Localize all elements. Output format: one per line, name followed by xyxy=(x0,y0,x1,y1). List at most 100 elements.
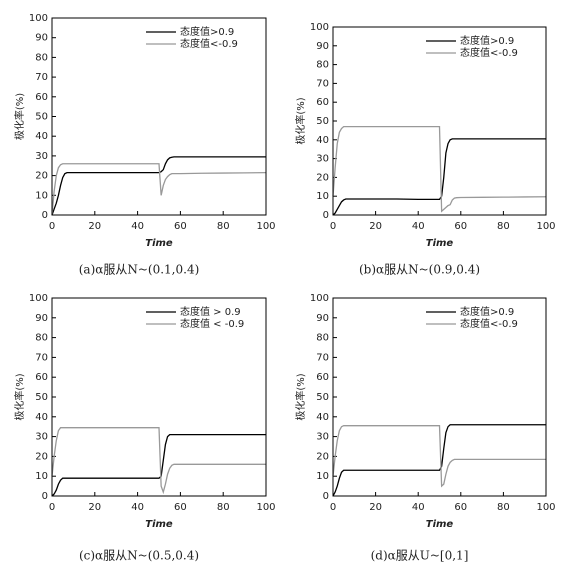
y-tick-label: 100 xyxy=(310,293,329,304)
caption: (d)α服从U~[0,1] xyxy=(371,549,469,563)
x-tick-label: 40 xyxy=(412,221,425,232)
plot-frame xyxy=(332,297,547,497)
x-axis-label: Time xyxy=(426,519,454,530)
y-axis-label: 极化率(%) xyxy=(13,373,26,420)
x-tick-label: 20 xyxy=(88,221,101,232)
y-tick-label: 80 xyxy=(35,333,48,344)
y-axis-label: 极化率(%) xyxy=(294,97,307,144)
series-line xyxy=(332,425,546,488)
x-tick-label: 100 xyxy=(256,502,275,513)
series-line xyxy=(51,427,266,495)
x-tick-label: 60 xyxy=(174,502,187,513)
caption: (a)α服从N~(0.1,0.4) xyxy=(79,263,200,277)
y-tick-label: 60 xyxy=(35,372,48,383)
y-tick-label: 60 xyxy=(316,372,329,383)
y-tick-label: 90 xyxy=(35,313,48,324)
y-tick-label: 10 xyxy=(35,471,48,482)
x-axis-label: Time xyxy=(145,238,173,249)
legend-label: 态度值<-0.9 xyxy=(180,37,238,50)
y-tick-label: 20 xyxy=(316,451,329,462)
y-tick-label: 30 xyxy=(35,151,48,162)
x-tick-label: 40 xyxy=(131,221,144,232)
x-tick-label: 100 xyxy=(256,221,275,232)
x-tick-label: 100 xyxy=(536,221,555,232)
legend-label: 态度值 > 0.9 xyxy=(180,305,241,318)
series-line xyxy=(332,138,546,216)
y-tick-label: 40 xyxy=(35,131,48,142)
x-axis-label: Time xyxy=(426,238,454,249)
y-tick-label: 50 xyxy=(35,112,48,123)
y-tick-label: 10 xyxy=(316,191,329,202)
x-tick-label: 40 xyxy=(412,502,425,513)
y-tick-label: 90 xyxy=(316,313,329,324)
y-tick-label: 30 xyxy=(316,432,329,443)
y-tick-label: 100 xyxy=(310,22,329,33)
y-tick-label: 90 xyxy=(316,41,329,52)
y-tick-label: 0 xyxy=(323,491,329,502)
x-tick-label: 20 xyxy=(88,502,101,513)
y-tick-label: 20 xyxy=(316,172,329,183)
y-axis-label: 极化率(%) xyxy=(13,93,26,140)
y-tick-label: 20 xyxy=(35,451,48,462)
y-tick-label: 50 xyxy=(316,392,329,403)
x-tick-label: 100 xyxy=(536,502,555,513)
y-tick-label: 20 xyxy=(35,171,48,182)
series-line xyxy=(332,424,546,497)
y-tick-label: 0 xyxy=(42,210,48,221)
caption: (b)α服从N~(0.9,0.4) xyxy=(359,263,480,277)
x-tick-label: 0 xyxy=(330,221,336,232)
y-tick-label: 90 xyxy=(35,33,48,44)
y-tick-label: 80 xyxy=(316,60,329,71)
plot-frame xyxy=(51,297,267,497)
x-tick-label: 60 xyxy=(454,221,467,232)
x-tick-label: 80 xyxy=(217,221,230,232)
caption: (c)α服从N~(0.5,0.4) xyxy=(79,549,199,563)
y-tick-label: 80 xyxy=(316,333,329,344)
legend-label: 态度值>0.9 xyxy=(460,305,514,318)
x-tick-label: 80 xyxy=(217,502,230,513)
y-tick-label: 70 xyxy=(35,352,48,363)
y-tick-label: 0 xyxy=(323,210,329,221)
y-tick-label: 30 xyxy=(35,432,48,443)
legend-label: 态度值>0.9 xyxy=(460,34,514,47)
y-tick-label: 70 xyxy=(316,78,329,89)
y-tick-label: 10 xyxy=(35,190,48,201)
x-tick-label: 0 xyxy=(49,502,55,513)
legend-label: 态度值<-0.9 xyxy=(460,317,518,330)
y-tick-label: 70 xyxy=(35,72,48,83)
x-tick-label: 20 xyxy=(369,221,382,232)
y-tick-label: 50 xyxy=(316,116,329,127)
y-tick-label: 10 xyxy=(316,471,329,482)
x-tick-label: 0 xyxy=(49,221,55,232)
legend-label: 态度值>0.9 xyxy=(180,25,234,38)
y-tick-label: 100 xyxy=(29,13,48,24)
y-tick-label: 0 xyxy=(42,491,48,502)
y-tick-label: 70 xyxy=(316,352,329,363)
y-tick-label: 60 xyxy=(316,97,329,108)
plot-frame xyxy=(51,17,267,216)
x-tick-label: 0 xyxy=(330,502,336,513)
x-tick-label: 60 xyxy=(174,221,187,232)
x-tick-label: 60 xyxy=(454,502,467,513)
plot-frame xyxy=(332,26,547,216)
y-tick-label: 80 xyxy=(35,52,48,63)
x-tick-label: 40 xyxy=(131,502,144,513)
series-line xyxy=(51,433,266,497)
y-tick-label: 60 xyxy=(35,92,48,103)
y-tick-label: 30 xyxy=(316,154,329,165)
x-tick-label: 80 xyxy=(497,221,510,232)
series-line xyxy=(332,125,547,213)
y-axis-label: 极化率(%) xyxy=(294,373,307,420)
y-tick-label: 40 xyxy=(316,412,329,423)
legend-label: 态度值<-0.9 xyxy=(460,46,518,59)
x-axis-label: Time xyxy=(145,519,173,530)
x-tick-label: 20 xyxy=(369,502,382,513)
x-tick-label: 80 xyxy=(497,502,510,513)
y-tick-label: 40 xyxy=(35,412,48,423)
y-tick-label: 40 xyxy=(316,135,329,146)
legend-label: 态度值 < -0.9 xyxy=(180,317,244,330)
series-line xyxy=(51,163,267,216)
y-tick-label: 50 xyxy=(35,392,48,403)
y-tick-label: 100 xyxy=(29,293,48,304)
